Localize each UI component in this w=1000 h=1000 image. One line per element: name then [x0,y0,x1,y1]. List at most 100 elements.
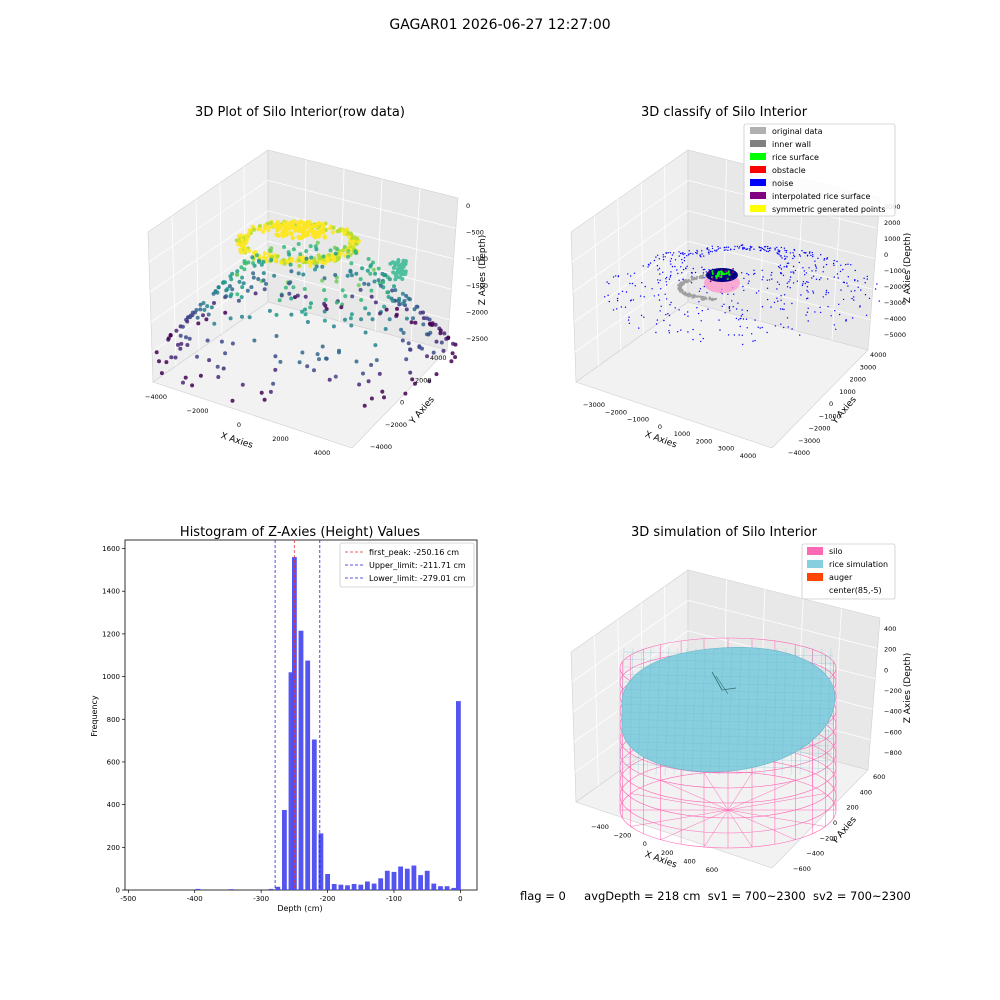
scatter-point [185,319,190,324]
mesh-line [646,647,652,776]
noise-point [718,319,720,321]
scatter-point [394,312,399,317]
scatter-point [373,271,378,276]
histogram-xlabel: Depth (cm) [277,904,322,913]
scatter-point [221,366,226,371]
noise-point [746,310,749,312]
scatter-point [343,294,348,299]
legend-label: auger [829,573,853,582]
noise-point [851,317,854,319]
x-tick-label: 0 [643,840,647,848]
inner-wall-point [679,283,682,286]
scatter-point [289,296,294,301]
inner-wall-point [691,277,694,280]
scatter-point [262,255,267,260]
noise-point [625,291,628,293]
scatter-point [385,290,390,295]
noise-point [832,262,835,265]
scatter-point [320,344,325,349]
noise-point [684,313,686,316]
mesh-line [709,647,715,776]
z-tick-label: 1000 [884,235,901,243]
inner-wall-point [685,292,688,296]
x-tick-label: -400 [187,895,203,903]
scatter-point [244,239,249,244]
noise-point [757,326,759,328]
rice-surface-point [720,275,723,279]
noise-point [803,270,805,272]
raw-scatter-ticks: −4000 −2000 0 2000 4000 4000 2000 0 −2000 −4000 0 −… [145,202,488,457]
z-tick-label: −3000 [884,299,906,307]
scatter-point [349,273,354,278]
scatter-point [283,285,288,290]
interpolated-point [712,270,715,273]
inner-wall-point [693,296,696,299]
noise-point [742,343,744,346]
noise-point [670,263,672,265]
mesh-line [623,659,835,664]
noise-point [783,308,785,311]
scatter-point [216,375,221,379]
scatter-point [240,244,245,249]
noise-point [786,262,789,264]
scatter-point [282,261,287,266]
histogram-title: Histogram of Z-Axies (Height) Values [180,525,420,540]
scatter-point [297,258,302,263]
noise-point [727,293,729,295]
noise-point [836,273,839,275]
scatter-point [307,228,312,234]
noise-point [792,282,795,284]
noise-point [866,278,868,280]
noise-point [731,300,733,302]
noise-point [787,326,789,328]
scatter-point [277,226,282,231]
mesh-line [727,647,733,776]
noise-point [696,307,698,309]
interpolated-point [726,270,729,273]
scatter-point [348,268,353,273]
scatter-point [224,288,229,293]
noise-point [804,274,806,276]
scatter-point [441,348,446,353]
scatter-point [279,293,284,298]
noise-point [806,289,808,292]
scatter-point [159,371,164,376]
scatter-point [221,280,226,285]
scatter-point [308,305,313,310]
noise-point [702,337,704,340]
avg-depth-text: avgDepth = 218 cm [584,889,701,903]
grid-line [831,608,842,761]
noise-point [763,246,766,248]
grid-line [617,199,622,351]
noise-point [866,275,868,278]
noise-point [806,254,809,256]
grid-line [219,182,223,335]
inner-wall-point [709,298,713,301]
scatter-point [235,269,240,274]
noise-point [657,282,660,284]
noise-point [834,310,836,312]
scatter-point [309,301,313,306]
noise-point [761,247,764,250]
scatter-point [230,341,235,346]
noise-point [759,327,761,329]
scatter-point [346,234,352,239]
noise-point [747,274,750,276]
noise-point [754,339,756,342]
scatter-point [400,291,405,296]
scatter-point [421,322,426,327]
figure-title: GAGAR01 2026-06-27 12:27:00 [389,17,611,33]
silo-floor-spoke [727,793,826,811]
scatter-point [453,342,458,347]
scatter-point [305,320,310,324]
noise-point [703,285,705,288]
scatter-point [277,298,282,303]
scatter-point [249,285,254,290]
scatter-point [417,345,422,350]
noise-point [783,326,785,329]
noise-point [792,257,794,260]
scatter-point [215,364,220,369]
noise-point [825,293,827,296]
noise-point [806,281,808,283]
scatter-point [300,230,306,236]
